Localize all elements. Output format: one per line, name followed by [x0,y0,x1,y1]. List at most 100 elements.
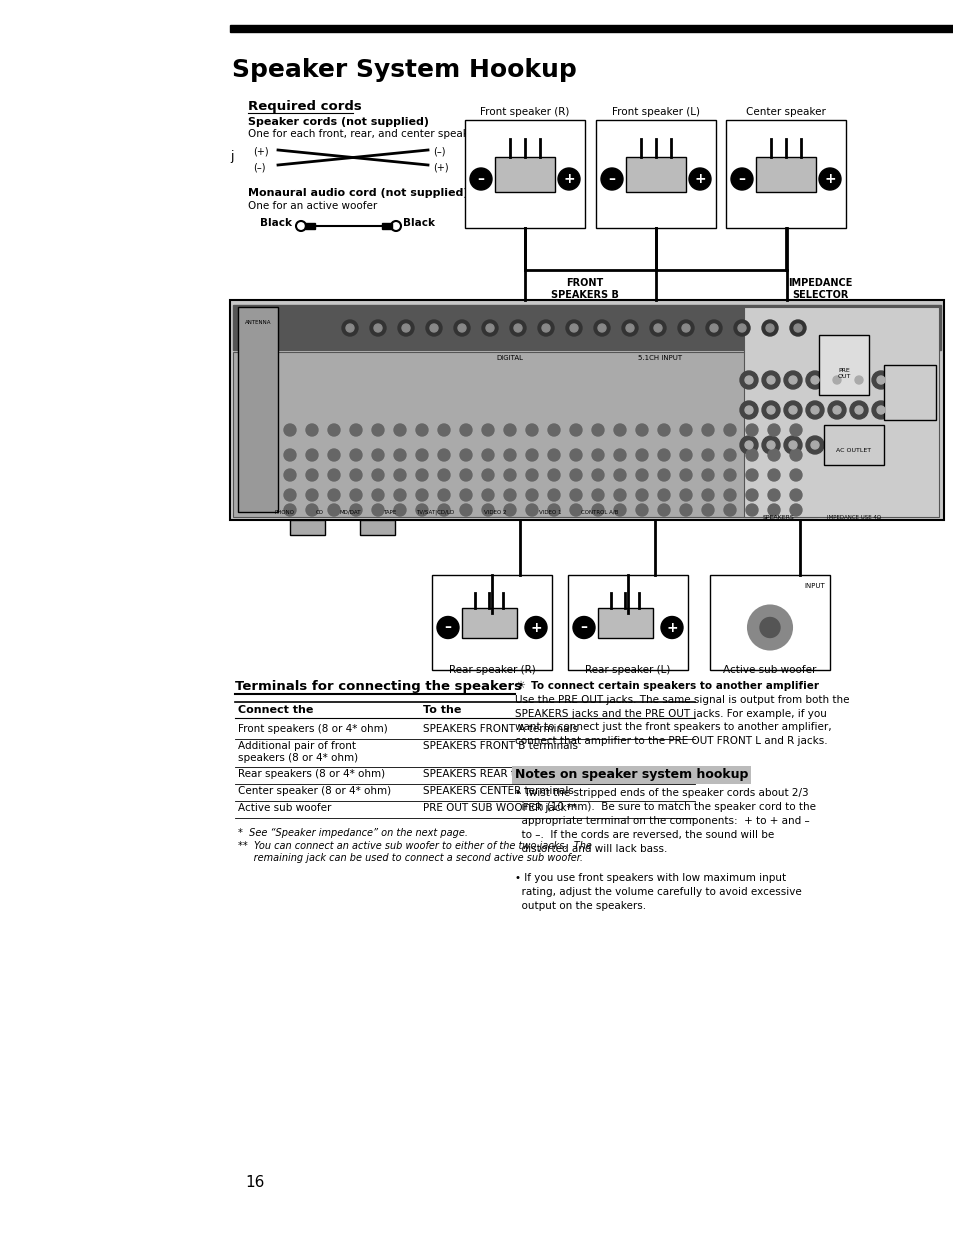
Circle shape [789,490,801,501]
Text: SPEAKERS REAR terminals: SPEAKERS REAR terminals [422,769,559,779]
Circle shape [747,605,791,650]
Circle shape [547,449,559,461]
Circle shape [350,469,361,481]
Circle shape [547,469,559,481]
Circle shape [876,406,884,414]
Circle shape [481,449,494,461]
Circle shape [481,321,497,337]
Circle shape [678,321,693,337]
Text: Front speaker (L): Front speaker (L) [612,107,700,117]
Circle shape [744,441,752,449]
Circle shape [765,324,773,332]
Circle shape [569,449,581,461]
Circle shape [341,321,357,337]
Circle shape [614,490,625,501]
Circle shape [481,469,494,481]
Circle shape [503,490,516,501]
Circle shape [876,376,884,383]
Text: TV/SAT|CD/LD: TV/SAT|CD/LD [416,509,454,515]
Circle shape [547,490,559,501]
Circle shape [658,490,669,501]
Circle shape [437,424,450,436]
Circle shape [745,424,758,436]
Bar [495,157,555,191]
Circle shape [658,424,669,436]
Text: Notes on speaker system hookup: Notes on speaker system hookup [515,768,747,780]
Circle shape [306,449,317,461]
Bar [596,120,716,228]
Circle shape [569,469,581,481]
Text: (–): (–) [433,147,445,157]
Text: Rear speaker (L): Rear speaker (L) [585,665,670,674]
Text: +: + [530,620,541,635]
Text: 16: 16 [245,1175,264,1190]
Circle shape [688,168,710,190]
Circle shape [457,324,465,332]
Text: SPEAKERS CENTER terminals: SPEAKERS CENTER terminals [422,785,574,797]
Text: Monaural audio cord (not supplied): Monaural audio cord (not supplied) [248,187,468,199]
Circle shape [636,424,647,436]
Text: To the: To the [422,705,461,715]
Text: Speaker cords (not supplied): Speaker cords (not supplied) [248,117,429,127]
Circle shape [788,376,796,383]
Circle shape [372,424,384,436]
Circle shape [614,424,625,436]
Circle shape [430,324,437,332]
Circle shape [744,406,752,414]
Circle shape [614,469,625,481]
Circle shape [767,424,780,436]
Text: +: + [823,171,835,186]
Circle shape [594,321,609,337]
Text: ☀: ☀ [515,681,524,690]
Text: +: + [665,620,677,635]
Text: (+): (+) [433,162,448,171]
Circle shape [745,449,758,461]
Bar [432,575,552,670]
Text: 5.1CH INPUT: 5.1CH INPUT [638,355,681,361]
Circle shape [426,321,441,337]
Circle shape [636,504,647,515]
Circle shape [481,490,494,501]
Circle shape [766,441,774,449]
Text: –: – [444,620,451,635]
Circle shape [370,321,386,337]
Circle shape [849,371,867,388]
Circle shape [761,371,780,388]
Circle shape [701,449,713,461]
Text: VIDEO 1: VIDEO 1 [538,510,560,515]
Circle shape [810,406,818,414]
Circle shape [783,436,801,454]
Circle shape [679,449,691,461]
Circle shape [854,406,862,414]
Circle shape [524,616,546,639]
Circle shape [701,504,713,515]
Bar [230,25,953,32]
Circle shape [459,469,472,481]
Circle shape [679,424,691,436]
Circle shape [681,324,689,332]
Circle shape [658,469,669,481]
Text: Connect the: Connect the [237,705,313,715]
Text: SPEAKERS FRONT B terminals: SPEAKERS FRONT B terminals [422,741,578,751]
Circle shape [789,504,801,515]
Circle shape [525,424,537,436]
Circle shape [783,401,801,419]
Circle shape [372,490,384,501]
Circle shape [416,490,428,501]
Circle shape [679,469,691,481]
Circle shape [614,449,625,461]
Circle shape [740,371,758,388]
Text: Rear speaker (R): Rear speaker (R) [448,665,535,674]
Circle shape [525,490,537,501]
Circle shape [658,504,669,515]
Circle shape [789,321,805,337]
Text: Front speakers (8 or 4* ohm): Front speakers (8 or 4* ohm) [237,724,387,734]
Circle shape [871,401,889,419]
Text: PRE OUT SUB WOOFER jack**: PRE OUT SUB WOOFER jack** [422,803,577,813]
Circle shape [745,490,758,501]
Circle shape [832,376,841,383]
Circle shape [416,449,428,461]
Text: To connect certain speakers to another amplifier: To connect certain speakers to another a… [531,681,818,690]
Circle shape [827,371,845,388]
Circle shape [760,618,780,637]
